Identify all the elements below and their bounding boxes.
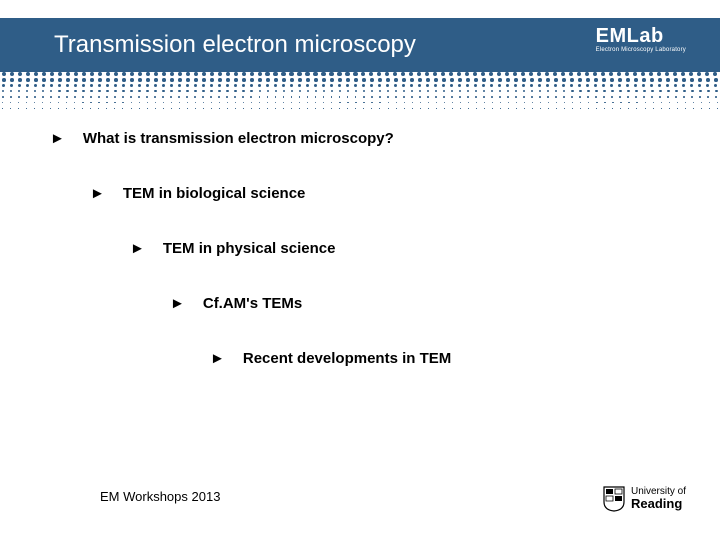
bullet-item: ► TEM in physical science <box>130 240 335 257</box>
university-logo-text: University of Reading <box>631 487 686 511</box>
arrow-icon: ► <box>130 240 145 257</box>
bullet-item: ► Cf.AM's TEMs <box>170 295 302 312</box>
arrow-icon: ► <box>90 185 105 202</box>
university-line2: Reading <box>631 497 686 511</box>
bullet-text: Recent developments in TEM <box>243 350 451 367</box>
slide-title: Transmission electron microscopy <box>54 31 416 59</box>
bullet-text: What is transmission electron microscopy… <box>83 130 394 147</box>
emlab-logo-subtext: Electron Microscopy Laboratory <box>596 47 686 53</box>
emlab-logo: EMLab Electron Microscopy Laboratory <box>596 26 686 53</box>
bullet-item: ► TEM in biological science <box>90 185 305 202</box>
arrow-icon: ► <box>50 130 65 147</box>
emlab-logo-text: EMLab <box>596 26 686 46</box>
footer-text: EM Workshops 2013 <box>100 489 220 504</box>
bullet-item: ► Recent developments in TEM <box>210 350 451 367</box>
bullet-text: TEM in physical science <box>163 240 336 257</box>
slide: Transmission electron microscopy EMLab E… <box>0 0 720 540</box>
arrow-icon: ► <box>210 350 225 367</box>
dot-gradient-band <box>0 72 720 112</box>
bullet-text: Cf.AM's TEMs <box>203 295 302 312</box>
shield-icon <box>603 486 625 512</box>
bullet-item: ► What is transmission electron microscop… <box>50 130 394 147</box>
bullet-text: TEM in biological science <box>123 185 306 202</box>
university-logo: University of Reading <box>603 486 686 512</box>
arrow-icon: ► <box>170 295 185 312</box>
